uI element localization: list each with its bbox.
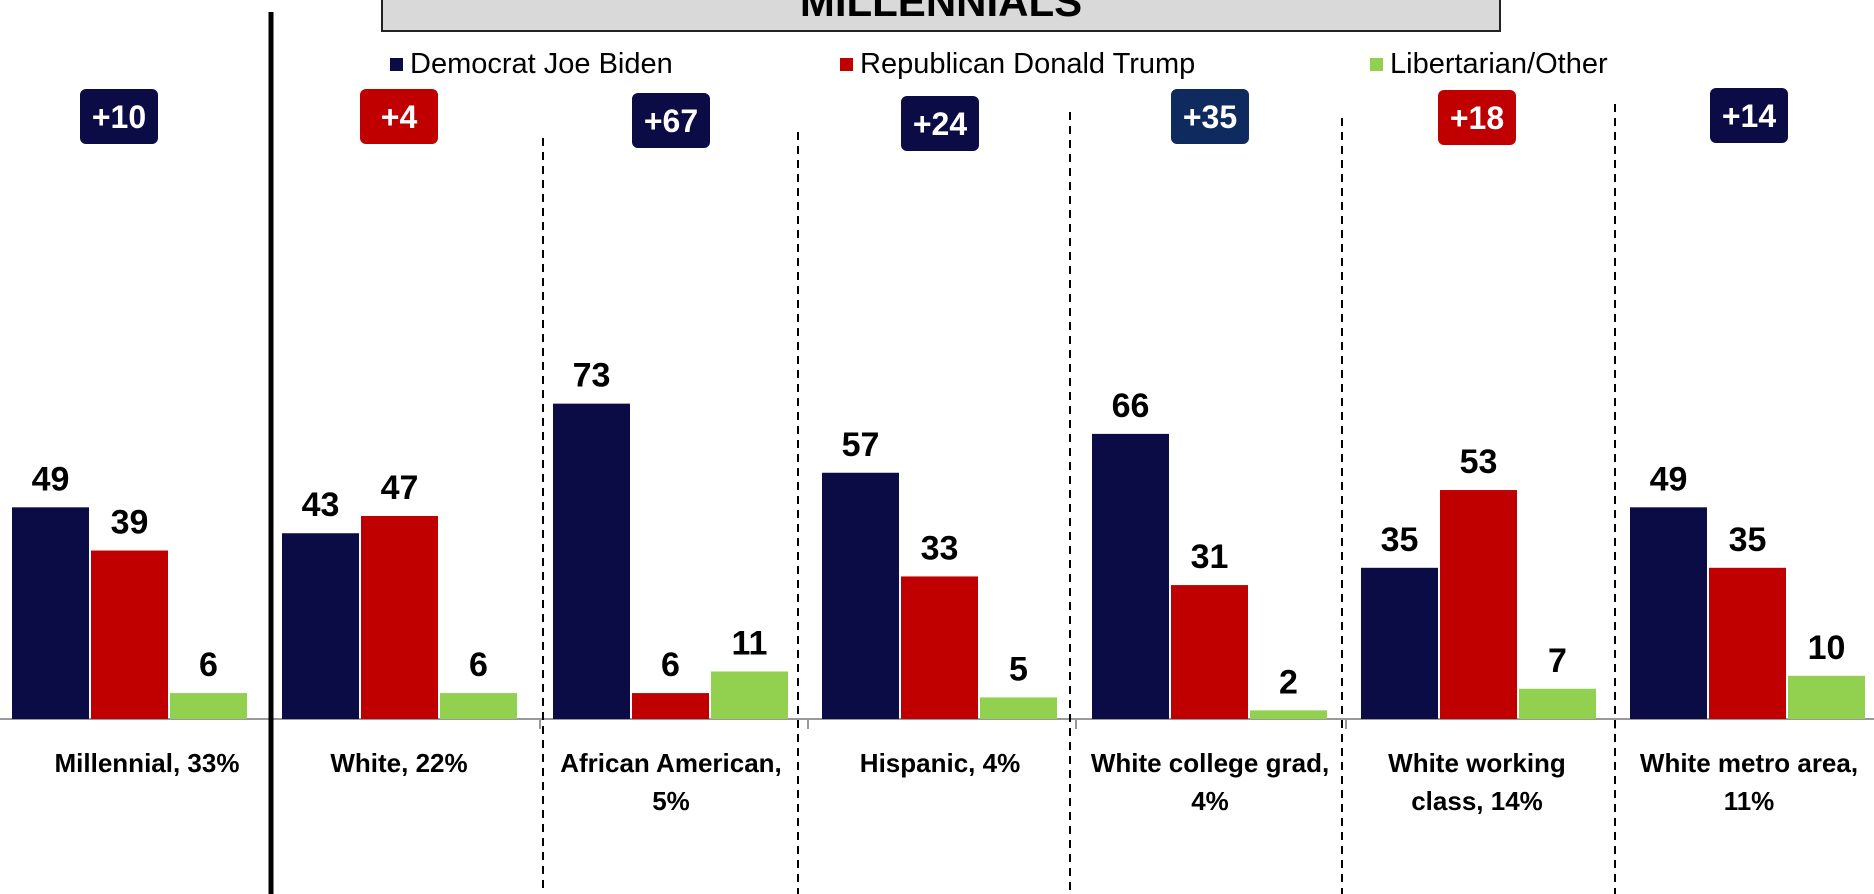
category-label: 11% <box>1724 786 1775 816</box>
category-label: Hispanic, 4% <box>860 748 1020 778</box>
margin-badge-label: +67 <box>644 103 698 139</box>
margin-badge <box>360 89 438 144</box>
bar-other <box>711 671 788 719</box>
bar-biden <box>553 403 630 719</box>
data-label: 5 <box>1009 650 1028 688</box>
legend-label-trump: Republican Donald Trump <box>860 48 1196 80</box>
data-label: 47 <box>381 469 419 507</box>
data-label: 31 <box>1191 538 1229 576</box>
margin-badge <box>1171 89 1249 144</box>
margin-badge-label: +18 <box>1450 100 1504 136</box>
data-label: 39 <box>111 504 149 542</box>
bar-other <box>1250 710 1327 719</box>
chart-title: MILLENNIALS <box>799 0 1083 25</box>
category-label: class, 14% <box>1411 786 1543 816</box>
data-label: 10 <box>1808 629 1846 667</box>
data-label: 57 <box>842 426 880 464</box>
bar-trump <box>901 576 978 719</box>
data-label: 35 <box>1729 521 1767 559</box>
bar-biden <box>282 533 359 719</box>
data-label: 43 <box>302 486 340 524</box>
bar-trump <box>1709 567 1786 719</box>
data-label: 49 <box>32 460 70 498</box>
bar-biden <box>1630 507 1707 719</box>
bar-biden <box>12 507 89 719</box>
bar-biden <box>1361 567 1438 719</box>
legend-item-biden: Democrat Joe Biden <box>390 48 673 81</box>
margin-badge-label: +24 <box>913 106 967 142</box>
data-label: 35 <box>1381 521 1419 559</box>
bar-biden <box>1092 433 1169 719</box>
margin-badge <box>1710 88 1788 143</box>
bar-trump <box>632 693 709 719</box>
legend-label-biden: Democrat Joe Biden <box>410 48 673 80</box>
bar-trump <box>361 515 438 719</box>
chart-title-box: MILLENNIALS <box>381 0 1501 32</box>
category-label: African American, <box>560 748 782 778</box>
data-label: 7 <box>1548 642 1567 680</box>
category-label: 4% <box>1191 786 1229 816</box>
data-label: 66 <box>1112 387 1150 425</box>
margin-badge-label: +4 <box>381 99 418 135</box>
data-label: 49 <box>1650 460 1688 498</box>
margin-badge-label: +35 <box>1183 99 1237 135</box>
margin-badge <box>632 93 710 148</box>
bar-other <box>170 693 247 719</box>
bar-trump <box>1440 490 1517 719</box>
category-label: 5% <box>652 786 690 816</box>
category-label: White college grad, <box>1091 748 1329 778</box>
legend-swatch-biden <box>390 58 403 71</box>
legend-swatch-other <box>1370 58 1383 71</box>
legend-swatch-trump <box>840 58 853 71</box>
margin-badge <box>901 96 979 151</box>
legend-item-trump: Republican Donald Trump <box>840 48 1195 81</box>
data-label: 73 <box>573 357 611 395</box>
category-label: White, 22% <box>330 748 467 778</box>
bar-other <box>1519 688 1596 719</box>
category-label: White working <box>1388 748 1566 778</box>
data-label: 6 <box>199 646 218 684</box>
data-label: 6 <box>661 646 680 684</box>
data-label: 6 <box>469 646 488 684</box>
category-label: Millennial, 33% <box>55 748 240 778</box>
category-label: White metro area, <box>1640 748 1858 778</box>
bar-biden <box>822 472 899 719</box>
data-label: 33 <box>921 529 959 567</box>
data-label: 2 <box>1279 663 1298 701</box>
data-label: 11 <box>732 624 768 662</box>
margin-badge-label: +14 <box>1722 98 1776 134</box>
legend-item-other: Libertarian/Other <box>1370 48 1608 81</box>
margin-badge-label: +10 <box>92 99 146 135</box>
margin-badge <box>1438 90 1516 145</box>
legend-label-other: Libertarian/Other <box>1390 48 1608 80</box>
bar-other <box>980 697 1057 719</box>
data-label: 53 <box>1460 443 1498 481</box>
bar-trump <box>1171 585 1248 719</box>
bar-other <box>440 693 517 719</box>
bar-other <box>1788 675 1865 719</box>
margin-badge <box>80 89 158 144</box>
bar-trump <box>91 550 168 719</box>
